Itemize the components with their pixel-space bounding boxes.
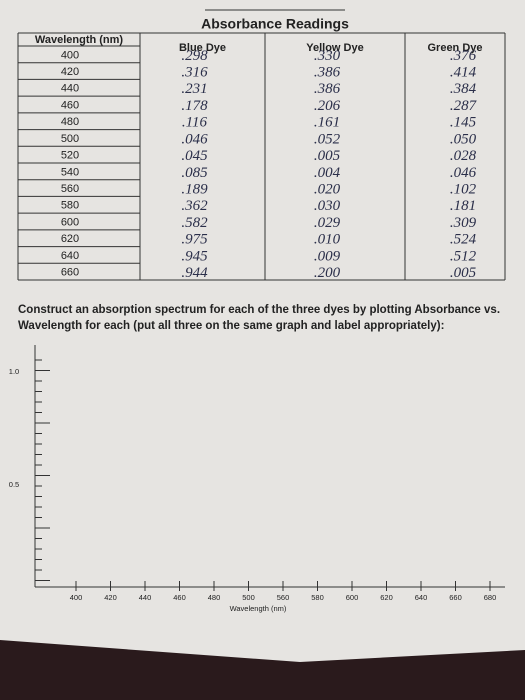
x-tick-label: 420 (104, 593, 117, 602)
absorbance-cell: .102 (450, 182, 477, 198)
absorbance-cell: .085 (181, 165, 208, 181)
absorbance-cell: .046 (450, 165, 477, 181)
absorbance-cell: .309 (450, 215, 477, 231)
absorbance-cell: .362 (181, 198, 208, 214)
absorbance-cell: .045 (181, 148, 208, 164)
column-header: Yellow Dye (306, 42, 363, 54)
absorbance-cell: .010 (314, 232, 341, 248)
wavelength-cell: 560 (61, 183, 79, 195)
wavelength-cell: 480 (61, 116, 79, 128)
instructions: Construct an absorption spectrum for eac… (18, 304, 501, 332)
wavelength-cell: 400 (61, 49, 79, 61)
absorbance-cell: .945 (181, 248, 208, 264)
absorbance-cell: .524 (450, 232, 477, 248)
y-tick-label: 0.5 (9, 480, 19, 489)
x-tick-label: 560 (277, 593, 290, 602)
wavelength-cell: 460 (61, 99, 79, 111)
absorbance-cell: .384 (450, 81, 477, 97)
absorbance-cell: .028 (450, 148, 477, 164)
wavelength-cell: 520 (61, 150, 79, 162)
absorbance-cell: .200 (314, 265, 341, 281)
table: Wavelength (nm) Blue Dye Yellow Dye Green D… (17, 32, 506, 281)
column-header: Green Dye (427, 42, 482, 54)
absorbance-cell: .020 (314, 182, 341, 198)
x-tick-label: 460 (173, 593, 186, 602)
absorbance-cell: .009 (314, 248, 341, 264)
instructions-box: Construct an absorption spectrum for eac… (18, 304, 501, 332)
absorbance-cell: .582 (181, 215, 208, 231)
absorbance-cell: .298 (181, 48, 208, 64)
x-tick-label: 400 (70, 593, 83, 602)
y-tick-label: 1.0 (9, 367, 19, 376)
absorbance-cell: .145 (450, 115, 477, 131)
absorbance-cell: .030 (314, 198, 341, 214)
graph: Wavelength (nm) 1.0 0.5 400 420 440 460 480 500… (9, 345, 505, 613)
absorbance-cell: .046 (181, 131, 208, 147)
x-tick-label: 600 (346, 593, 359, 602)
x-tick-label: 480 (208, 593, 221, 602)
absorbance-cell: .029 (314, 215, 341, 231)
absorbance-cell: .161 (314, 115, 340, 131)
absorbance-cell: .376 (450, 48, 477, 64)
absorbance-cell: .386 (314, 65, 341, 81)
absorbance-cell: .181 (450, 198, 476, 214)
absorbance-cell: .386 (314, 81, 341, 97)
absorbance-cell: .287 (450, 98, 478, 114)
absorbance-cell: .005 (450, 265, 477, 281)
paper (0, 0, 525, 662)
x-tick-label: 680 (484, 593, 497, 602)
column-header: Wavelength (nm) (35, 34, 124, 46)
wavelength-cell: 660 (61, 267, 79, 279)
title: Absorbance Readings (201, 16, 349, 32)
x-tick-label: 440 (139, 593, 152, 602)
absorbance-cell: .975 (181, 232, 208, 248)
absorbance-cell: .944 (181, 265, 208, 281)
x-tick-label: 660 (449, 593, 462, 602)
wavelength-cell: 500 (61, 133, 79, 145)
wavelength-cell: 540 (61, 166, 79, 178)
absorbance-cell: .330 (314, 48, 341, 64)
wavelength-cell: 600 (61, 216, 79, 228)
x-axis-title: Wavelength (nm) (230, 604, 287, 613)
x-tick-label: 580 (311, 593, 324, 602)
absorbance-cell: .206 (314, 98, 341, 114)
x-tick-label: 640 (415, 593, 428, 602)
absorbance-cell: .005 (314, 148, 341, 164)
wavelength-cell: 580 (61, 200, 79, 212)
absorbance-cell: .316 (181, 65, 208, 81)
wavelength-cell: 440 (61, 83, 79, 95)
absorbance-cell: .414 (450, 65, 477, 81)
x-tick-label: 500 (242, 593, 255, 602)
absorbance-cell: .052 (314, 131, 341, 147)
absorbance-cell: .116 (182, 115, 208, 131)
wavelength-cell: 640 (61, 250, 79, 262)
absorbance-cell: .231 (181, 81, 207, 97)
absorbance-cell: .189 (181, 182, 208, 198)
absorbance-cell: .004 (314, 165, 341, 181)
absorbance-cell: .178 (181, 98, 208, 114)
wavelength-cell: 420 (61, 66, 79, 78)
wavelength-cell: 620 (61, 233, 79, 245)
column-header: Blue Dye (179, 42, 226, 54)
x-tick-label: 620 (380, 593, 393, 602)
absorbance-cell: .050 (450, 131, 477, 147)
absorbance-cell: .512 (450, 248, 477, 264)
